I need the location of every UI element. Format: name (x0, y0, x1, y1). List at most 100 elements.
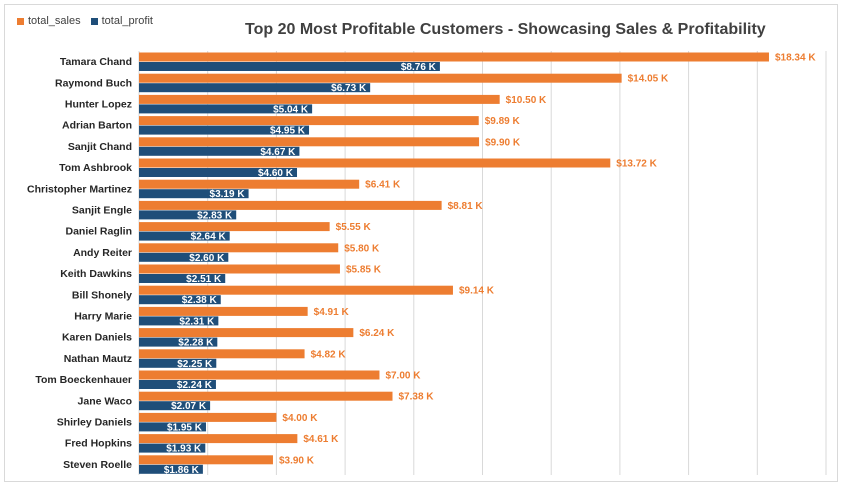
category-label: Daniel Raglin (65, 226, 132, 238)
sales-data-label: $10.50 K (506, 95, 547, 106)
profit-bar (139, 295, 221, 305)
sales-data-label: $7.00 K (385, 371, 421, 382)
category-label: Shirley Daniels (57, 417, 132, 429)
profit-data-label: $2.38 K (182, 295, 218, 306)
chart-title: Top 20 Most Profitable Customers - Showc… (245, 21, 766, 38)
sales-bar (139, 455, 273, 465)
legend-item-sales[interactable]: total_sales (17, 15, 81, 27)
category-label: Steven Roelle (63, 459, 132, 471)
sales-data-label: $18.34 K (775, 53, 816, 64)
profit-data-label: $2.51 K (186, 274, 222, 285)
legend-swatch-sales (17, 17, 24, 25)
sales-bar (139, 222, 330, 232)
sales-data-label: $9.89 K (485, 116, 521, 127)
sales-data-label: $5.55 K (336, 222, 372, 233)
profit-bar (139, 422, 206, 432)
sales-bar (139, 52, 769, 62)
profit-data-label: $2.07 K (171, 401, 207, 412)
profit-data-label: $1.93 K (166, 444, 202, 455)
profit-data-label: $2.25 K (177, 359, 213, 370)
chart-container: total_sales total_profit Top 20 Most Pro… (4, 4, 838, 482)
category-label: Hunter Lopez (65, 99, 132, 111)
profit-data-label: $4.95 K (270, 126, 306, 137)
sales-bar (139, 158, 611, 168)
legend-item-profit[interactable]: total_profit (90, 15, 153, 27)
legend-label-profit: total_profit (101, 15, 153, 27)
profit-bar (139, 210, 237, 220)
category-label: Harry Marie (74, 311, 132, 323)
category-label: Sanjit Engle (72, 205, 132, 217)
category-label: Jane Waco (78, 395, 132, 407)
profit-bar (139, 168, 298, 177)
profit-bar (139, 146, 300, 156)
sales-bar (139, 349, 305, 359)
sales-data-label: $9.14 K (459, 286, 495, 297)
category-label: Fred Hopkins (65, 438, 132, 450)
sales-bar (139, 391, 393, 401)
legend: total_sales total_profit (17, 15, 153, 27)
sales-data-label: $4.82 K (311, 349, 347, 360)
sales-bar (139, 264, 340, 274)
category-label: Keith Dawkins (60, 268, 132, 280)
category-label: Christopher Martinez (27, 183, 132, 195)
profit-data-label: $6.73 K (331, 83, 367, 94)
profit-data-label: $4.67 K (260, 147, 296, 158)
sales-data-label: $5.80 K (344, 243, 380, 254)
category-label: Nathan Mautz (64, 353, 132, 365)
profit-bar (139, 104, 313, 114)
sales-bar (139, 285, 453, 295)
profit-bar (139, 380, 216, 389)
sales-data-label: $13.72 K (616, 159, 657, 170)
category-label: Adrian Barton (62, 120, 132, 132)
profit-bar (139, 62, 440, 71)
sales-bar (139, 137, 480, 147)
profit-data-label: $1.95 K (167, 422, 203, 433)
sales-bar (139, 328, 354, 338)
sales-data-label: $6.24 K (359, 328, 395, 339)
legend-swatch-profit (90, 17, 98, 25)
sales-data-label: $5.85 K (346, 265, 382, 276)
bar-chart: Tamara Chand $18.34 K $8.76 K Raymond Buch $… (27, 51, 827, 476)
profit-bar (139, 252, 229, 262)
profit-data-label: $8.76 K (401, 62, 437, 73)
sales-bar (139, 116, 479, 126)
sales-bar (139, 179, 360, 189)
profit-bar (139, 337, 218, 347)
profit-bar (139, 125, 310, 135)
profit-bar (139, 189, 249, 199)
sales-bar (139, 412, 277, 422)
sales-bar (139, 370, 380, 380)
profit-data-label: $2.83 K (197, 210, 233, 221)
category-label: Tamara Chand (60, 56, 132, 68)
profit-bar (139, 358, 217, 368)
sales-data-label: $8.81 K (448, 201, 484, 212)
category-label: Tom Ashbrook (59, 162, 132, 174)
sales-data-label: $4.91 K (314, 307, 350, 318)
sales-data-label: $3.90 K (279, 455, 315, 466)
profit-data-label: $3.19 K (210, 189, 246, 200)
sales-bar (139, 434, 298, 444)
profit-data-label: $2.28 K (178, 338, 214, 349)
profit-data-label: $5.04 K (273, 104, 309, 115)
sales-data-label: $4.00 K (282, 413, 318, 424)
profit-bar (139, 443, 206, 453)
sales-bar (139, 73, 622, 83)
sales-bar (139, 200, 442, 210)
category-label: Bill Shonely (72, 289, 132, 301)
profit-bar (139, 316, 219, 326)
category-label: Raymond Buch (55, 77, 132, 89)
category-label: Andy Reiter (73, 247, 132, 259)
sales-data-label: $4.61 K (303, 434, 339, 445)
sales-bar (139, 94, 500, 104)
profit-data-label: $2.60 K (189, 253, 225, 264)
profit-data-label: $2.31 K (179, 316, 215, 327)
sales-bar (139, 243, 339, 253)
category-label: Karen Daniels (62, 332, 132, 344)
sales-data-label: $14.05 K (628, 74, 669, 85)
profit-bar (139, 83, 371, 93)
profit-bar (139, 231, 230, 241)
sales-data-label: $7.38 K (399, 392, 435, 403)
profit-data-label: $1.86 K (164, 465, 200, 476)
profit-bar (139, 401, 211, 411)
legend-label-sales: total_sales (28, 15, 81, 27)
